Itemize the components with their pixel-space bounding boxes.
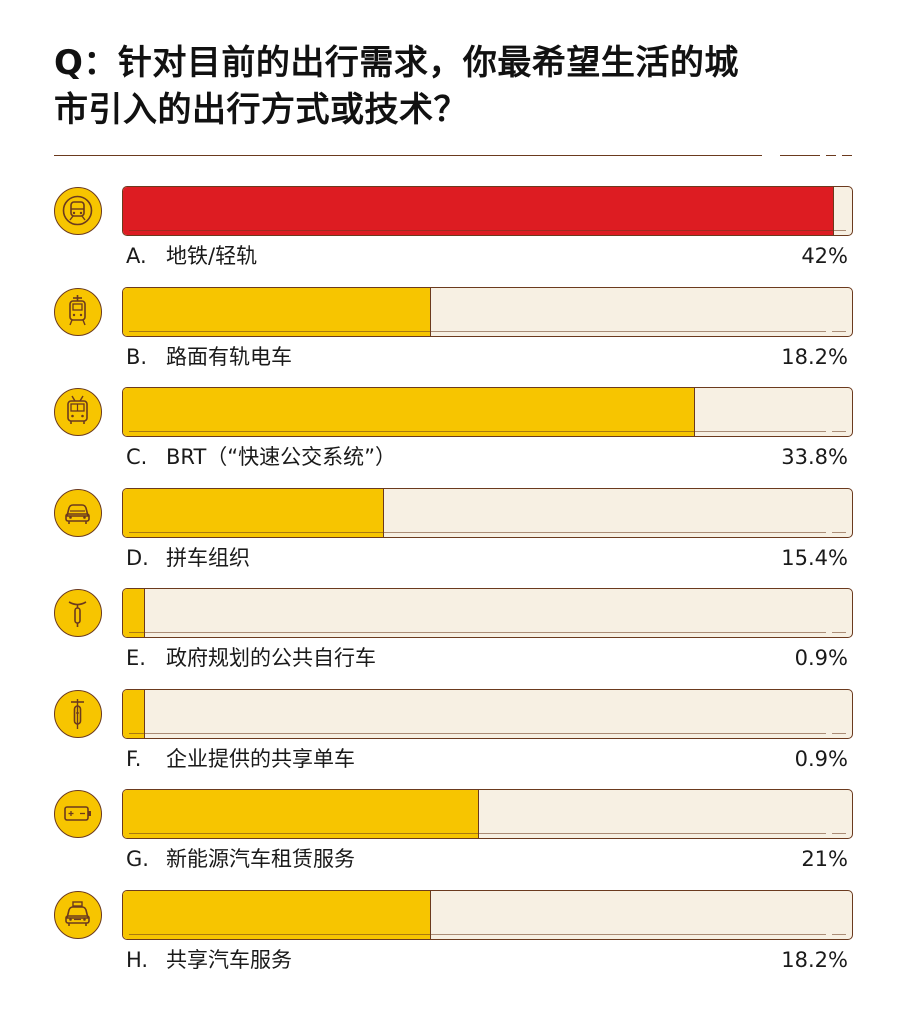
- bar-track-dash: [832, 230, 846, 231]
- category-text: BRT（“快速公交系统”）: [166, 445, 397, 469]
- category-text: 企业提供的共享单车: [166, 746, 355, 771]
- category-label: H. 共享汽车服务: [126, 946, 292, 974]
- bar-track: [122, 387, 853, 437]
- bar-track: [122, 889, 853, 940]
- bar-track-dash: [832, 632, 846, 633]
- metro-train-icon: [54, 187, 102, 235]
- bar-inner-line: [129, 732, 144, 734]
- chart-row: A. 地铁/轻轨 42%: [0, 186, 900, 286]
- taxi-icon: [54, 890, 102, 939]
- value-label: 21%: [801, 847, 848, 871]
- bicycle-icon: [54, 589, 102, 637]
- bar-inner-line: [129, 431, 694, 432]
- category-text: 新能源汽车租赁服务: [166, 847, 355, 871]
- category-letter: D.: [126, 545, 149, 570]
- bar-track-line: [129, 933, 826, 935]
- category-label: F. 企业提供的共享单车: [126, 745, 355, 773]
- title-divider: [54, 155, 762, 156]
- bus-icon: [54, 388, 102, 436]
- bar: [123, 689, 145, 738]
- shared-bike-icon: [54, 689, 102, 738]
- tram-icon: [54, 287, 102, 336]
- category-label: E. 政府规划的公共自行车: [126, 644, 376, 672]
- chart-row: G. 新能源汽车租赁服务 21%: [0, 789, 900, 889]
- bar-inner-line: [129, 230, 833, 231]
- category-letter: C.: [126, 445, 148, 469]
- bar-track-dash: [832, 531, 846, 533]
- category-letter: A.: [126, 244, 147, 268]
- title-divider-dash: [826, 155, 836, 156]
- bar-inner-line: [129, 330, 430, 332]
- bar-track-line: [129, 732, 826, 734]
- value-label: 18.2%: [781, 947, 848, 972]
- bar-track: [122, 286, 853, 337]
- category-letter: B.: [126, 344, 148, 369]
- value-label: 15.4%: [781, 545, 848, 570]
- bar: [123, 488, 384, 537]
- category-letter: H.: [126, 947, 149, 972]
- category-letter: F.: [126, 746, 142, 771]
- bar: [123, 790, 479, 838]
- category-label: G. 新能源汽车租赁服务: [126, 845, 355, 873]
- bar-track-dash: [832, 330, 846, 332]
- value-label: 0.9%: [794, 646, 848, 670]
- bar-track-dash: [832, 933, 846, 935]
- bar: [123, 388, 695, 436]
- value-label: 33.8%: [781, 445, 848, 469]
- title-divider-dash: [842, 155, 852, 156]
- chart-row: H. 共享汽车服务 18.2%: [0, 889, 900, 990]
- bar-track: [122, 186, 853, 236]
- chart-row: D. 拼车组织 15.4%: [0, 487, 900, 588]
- bar-track-dash: [832, 833, 846, 834]
- category-text: 地铁/轻轨: [166, 244, 258, 268]
- category-letter: E.: [126, 646, 146, 670]
- bar-inner-line: [129, 632, 144, 633]
- title-line-2: 市引入的出行方式或技术？: [54, 90, 468, 130]
- bar-track: [122, 588, 853, 638]
- category-text: 共享汽车服务: [166, 947, 292, 972]
- category-label: C. BRT（“快速公交系统”）: [126, 443, 396, 471]
- title-divider-dash: [780, 155, 820, 156]
- page-title: Q：针对目前的出行需求，你最希望生活的城 市引入的出行方式或技术？: [54, 40, 854, 134]
- title-line-1: Q：针对目前的出行需求，你最希望生活的城: [54, 43, 739, 83]
- bar-inner-line: [129, 531, 383, 533]
- bar-inner-line: [129, 833, 478, 834]
- category-letter: G.: [126, 847, 149, 871]
- bar-track: [122, 688, 853, 739]
- category-label: D. 拼车组织: [126, 544, 250, 572]
- category-text: 拼车组织: [166, 545, 250, 570]
- bar: [123, 890, 431, 939]
- chart-row: F. 企业提供的共享单车 0.9%: [0, 688, 900, 789]
- category-label: B. 路面有轨电车: [126, 343, 292, 371]
- bar-track-dash: [832, 431, 846, 432]
- category-text: 政府规划的公共自行车: [166, 646, 376, 670]
- category-label: A. 地铁/轻轨: [126, 242, 257, 270]
- bar-track-line: [129, 632, 826, 633]
- bar-track: [122, 789, 853, 839]
- category-text: 路面有轨电车: [166, 344, 292, 369]
- chart-row: C. BRT（“快速公交系统”） 33.8%: [0, 387, 900, 487]
- car-icon: [54, 488, 102, 537]
- bar-track: [122, 487, 853, 538]
- bar: [123, 589, 145, 637]
- bar-inner-line: [129, 933, 430, 935]
- value-label: 42%: [801, 244, 848, 268]
- bar: [123, 287, 431, 336]
- bar-track-line: [129, 531, 826, 533]
- battery-icon: [54, 790, 102, 838]
- bar-track-dash: [832, 732, 846, 734]
- chart-row: B. 路面有轨电车 18.2%: [0, 286, 900, 387]
- bar: [123, 187, 834, 235]
- bar-track-line: [129, 330, 826, 332]
- value-label: 18.2%: [781, 344, 848, 369]
- value-label: 0.9%: [794, 746, 848, 771]
- chart-row: E. 政府规划的公共自行车 0.9%: [0, 588, 900, 688]
